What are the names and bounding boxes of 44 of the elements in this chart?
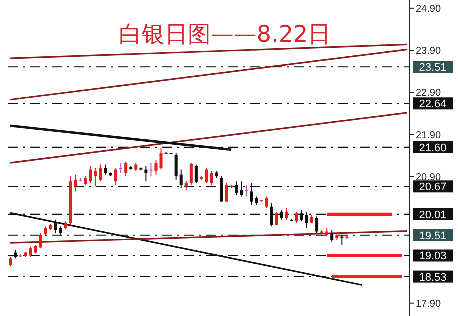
candlestick: [285, 208, 288, 220]
candlestick: [180, 169, 183, 189]
ref-line-label: 22.64: [419, 98, 447, 111]
candlestick: [160, 148, 163, 170]
y-tick-label: 22.90: [416, 88, 442, 100]
candlestick: [114, 168, 118, 186]
ref-line-label: 20.01: [419, 209, 447, 222]
candlestick: [330, 230, 334, 242]
candlestick: [9, 256, 12, 268]
candlestick: [275, 211, 278, 226]
candlestick: [190, 162, 193, 186]
candlestick: [174, 152, 178, 180]
candlestick: [99, 164, 102, 182]
candlestick: [245, 184, 248, 198]
candlestick: [74, 174, 78, 192]
ref-line-label: 20.67: [419, 182, 447, 194]
candlestick: [210, 170, 214, 186]
ref-line-label: 19.51: [419, 230, 447, 243]
candlestick: [94, 168, 98, 188]
candlestick: [340, 234, 344, 246]
candlestick: [194, 164, 198, 184]
candlestick: [150, 162, 153, 178]
y-tick-label: 21.90: [416, 130, 442, 142]
ref-line-label: 18.53: [419, 272, 447, 284]
candlestick: [204, 168, 208, 184]
candlestick: [154, 160, 158, 176]
candlestick: [104, 164, 108, 176]
text: 白银日图——8.22日: [118, 22, 332, 48]
candlestick: [225, 182, 228, 202]
candlestick: [265, 196, 268, 210]
candlestick: [29, 246, 32, 258]
candlestick: [295, 211, 298, 224]
y-tick-label: 17.90: [416, 298, 442, 310]
ref-line-label: 19.03: [419, 250, 447, 263]
candlestick: [54, 219, 58, 234]
candlestick: [39, 232, 42, 250]
candlestick: [124, 161, 128, 178]
y-tick-label: 24.90: [416, 4, 442, 15]
candlestick: [89, 166, 92, 184]
candlestick: [220, 176, 224, 202]
ref-line-label: 23.51: [419, 62, 447, 74]
ref-line-label: 21.60: [419, 142, 447, 154]
candlestick: [120, 162, 123, 174]
y-tick-label: 23.90: [416, 46, 442, 58]
